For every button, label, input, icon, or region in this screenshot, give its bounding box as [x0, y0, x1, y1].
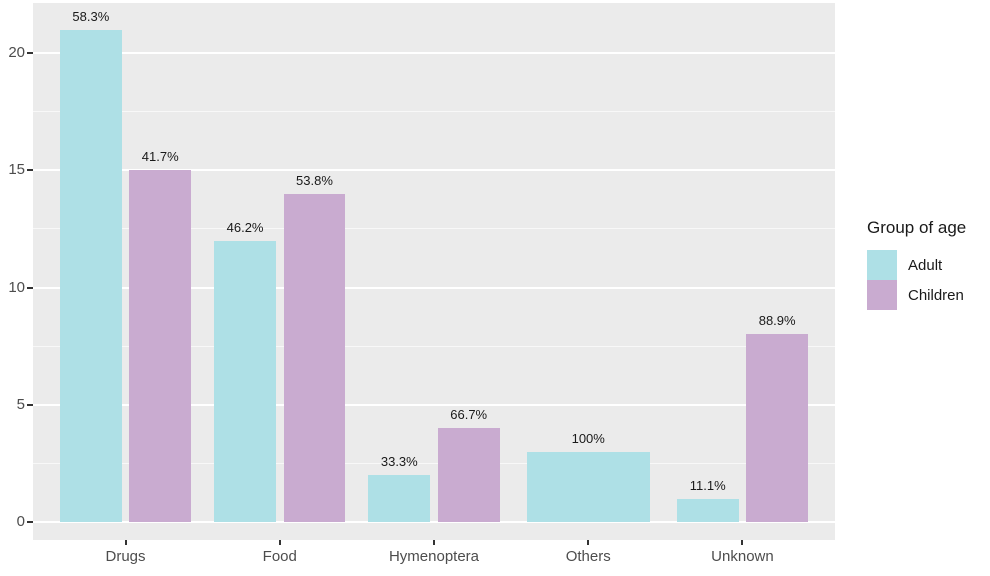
major-gridline	[33, 52, 835, 54]
legend-items: Adult Children	[867, 250, 990, 310]
y-tick-label: 15	[8, 161, 25, 179]
legend-label: Adult	[908, 256, 943, 274]
x-tick-label-others: Others	[565, 548, 611, 565]
bar-adult-others	[526, 451, 650, 522]
major-gridline	[33, 286, 835, 289]
minor-gridline	[33, 345, 835, 347]
x-tick-mark	[278, 540, 281, 545]
bar-value-label: 33.3%	[380, 454, 418, 470]
bar-adult-hymenoptera	[368, 475, 431, 522]
legend-label: Children	[908, 286, 964, 304]
x-tick-mark	[741, 540, 744, 545]
y-tick-mark	[27, 52, 33, 54]
bar-adult-food	[214, 240, 276, 522]
y-tick-label: 5	[16, 395, 25, 413]
bar-value-label: 41.7%	[141, 149, 179, 165]
legend-swatch-adult	[867, 250, 897, 280]
minor-gridline	[33, 462, 835, 464]
major-gridline	[33, 521, 835, 523]
bar-children-food	[283, 193, 346, 522]
bar-value-label: 11.1%	[689, 477, 726, 493]
bar-children-unknown	[746, 334, 808, 522]
bar-value-label: 100%	[571, 430, 605, 446]
bar-adult-unknown	[676, 498, 739, 522]
bar-value-label: 88.9%	[758, 313, 796, 329]
x-tick-mark	[587, 540, 590, 545]
legend: Group of age Adult Children	[867, 218, 990, 310]
bar-children-hymenoptera	[437, 428, 500, 522]
x-tick-label-food: Food	[262, 548, 297, 565]
x-tick-label-drugs: Drugs	[105, 548, 146, 565]
bar-children-drugs	[129, 170, 192, 522]
bar-adult-drugs	[59, 29, 122, 522]
legend-title: Group of age	[867, 218, 967, 237]
y-tick-label: 0	[16, 513, 25, 530]
x-tick-label-unknown: Unknown	[711, 548, 774, 565]
x-tick-mark	[124, 540, 127, 545]
bar-value-label: 58.3%	[72, 8, 110, 24]
minor-gridline	[33, 111, 835, 113]
legend-item-children: Children	[867, 280, 990, 310]
minor-gridline	[33, 228, 835, 230]
x-tick-mark	[433, 540, 435, 545]
legend-swatch-children	[867, 280, 897, 310]
y-tick-label: 20	[8, 44, 25, 61]
bar-value-label: 46.2%	[226, 219, 264, 235]
y-tick-mark	[27, 403, 33, 406]
x-tick-label-hymenoptera: Hymenoptera	[388, 548, 480, 565]
y-tick-mark	[27, 521, 33, 523]
y-tick-label: 10	[8, 278, 25, 296]
bar-value-label: 53.8%	[296, 172, 333, 188]
bar-value-label: 66.7%	[450, 407, 488, 423]
legend-item-adult: Adult	[867, 250, 990, 280]
y-tick-mark	[27, 286, 33, 289]
y-tick-mark	[27, 169, 33, 172]
plot-panel: 58.3% 41.7% 46.2% 53.8% 33.3% 66.7% 100% 11.1% 8…	[33, 3, 835, 540]
major-gridline	[33, 403, 835, 406]
major-gridline	[33, 169, 835, 172]
